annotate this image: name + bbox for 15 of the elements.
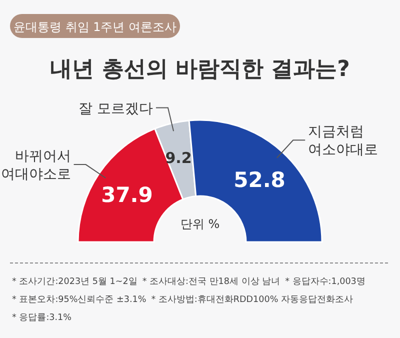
slice-label: 지금처럼 여소야대로 bbox=[308, 124, 378, 158]
data-label: 37.9 bbox=[101, 182, 153, 207]
text: * 조사방법:휴대전화RDD100% 자동응답전화조사 bbox=[151, 295, 353, 305]
chart-subtitle: 윤대통령 취임 1주년 여론조사 bbox=[13, 20, 177, 34]
text: * 표본오차:95%신뢰수준 ±3.1% bbox=[12, 295, 146, 305]
text: * 조사기간:2023년 5월 1~2일 bbox=[12, 277, 138, 287]
chart-title: 내년 총선의 바람직한 결과는? bbox=[50, 57, 350, 82]
data-label: 52.8 bbox=[234, 168, 286, 192]
slice-label: 바뀌어서 여대야소로 bbox=[0, 148, 71, 183]
text: 단위 % bbox=[180, 217, 220, 231]
text: * 조사대상:전국 만18세 이상 남녀 bbox=[142, 277, 280, 287]
text: * 응답자수:1,003명 bbox=[285, 277, 366, 287]
slice-label: 잘 모르겠다 bbox=[78, 100, 153, 117]
text: * 응답률:3.1% bbox=[12, 313, 72, 323]
data-label: 9.2 bbox=[165, 149, 192, 168]
